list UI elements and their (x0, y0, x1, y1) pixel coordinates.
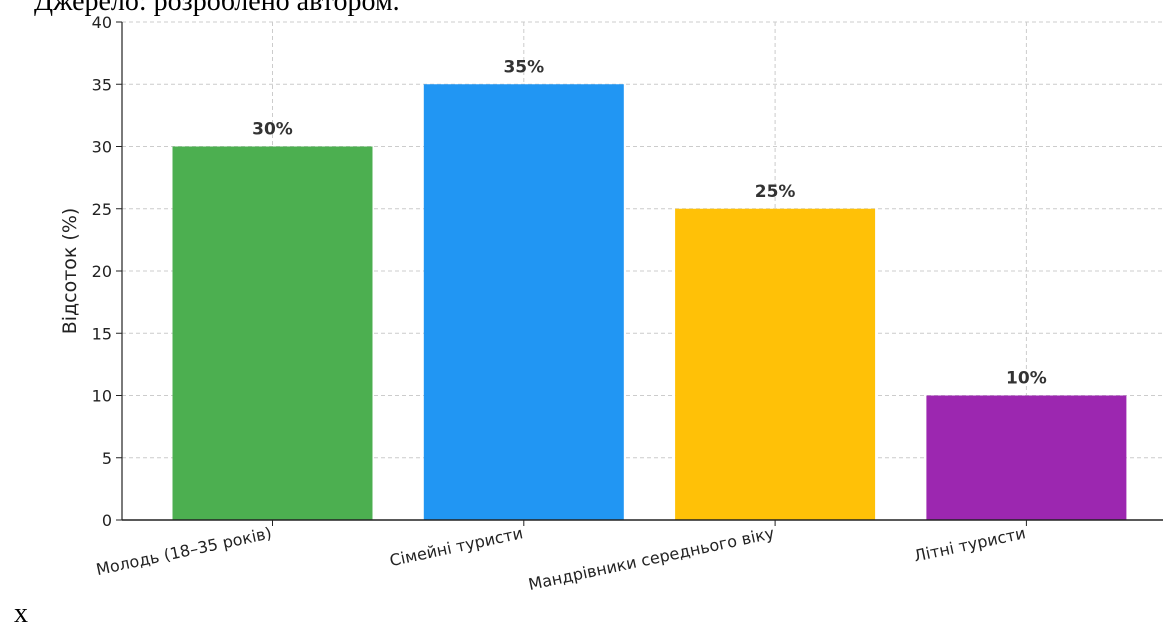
value-label-0: 30% (252, 120, 293, 140)
y-tick-label-15: 15 (92, 324, 112, 343)
value-label-1: 35% (503, 57, 544, 77)
y-tick-label-25: 25 (92, 200, 112, 219)
category-label-3: Літні туристи (912, 523, 1027, 565)
category-label-2: Мандрівники середнього віку (527, 523, 776, 594)
y-tick-label-30: 30 (92, 138, 112, 157)
value-label-3: 10% (1006, 369, 1047, 389)
bar-0 (172, 146, 373, 520)
bar-3 (926, 395, 1127, 520)
source-caption: Джерело: розроблено автором. (34, 0, 400, 17)
y-tick-label-35: 35 (92, 75, 112, 94)
axes (116, 21, 1163, 526)
y-tick-label-40: 40 (92, 13, 112, 32)
y-tick-label-20: 20 (92, 262, 112, 281)
bar-2 (675, 208, 876, 520)
value-label-2: 25% (755, 182, 796, 202)
y-tick-label-5: 5 (102, 449, 112, 468)
y-axis-title: Відсоток (%) (59, 208, 81, 335)
bars (172, 84, 1127, 520)
stray-text: x (14, 598, 28, 629)
category-label-0: Молодь (18–35 років) (94, 523, 273, 579)
y-tick-label-0: 0 (102, 511, 112, 530)
y-tick-label-10: 10 (92, 387, 112, 406)
category-label-1: Сімейні туристи (388, 523, 525, 570)
bar-1 (423, 84, 624, 520)
